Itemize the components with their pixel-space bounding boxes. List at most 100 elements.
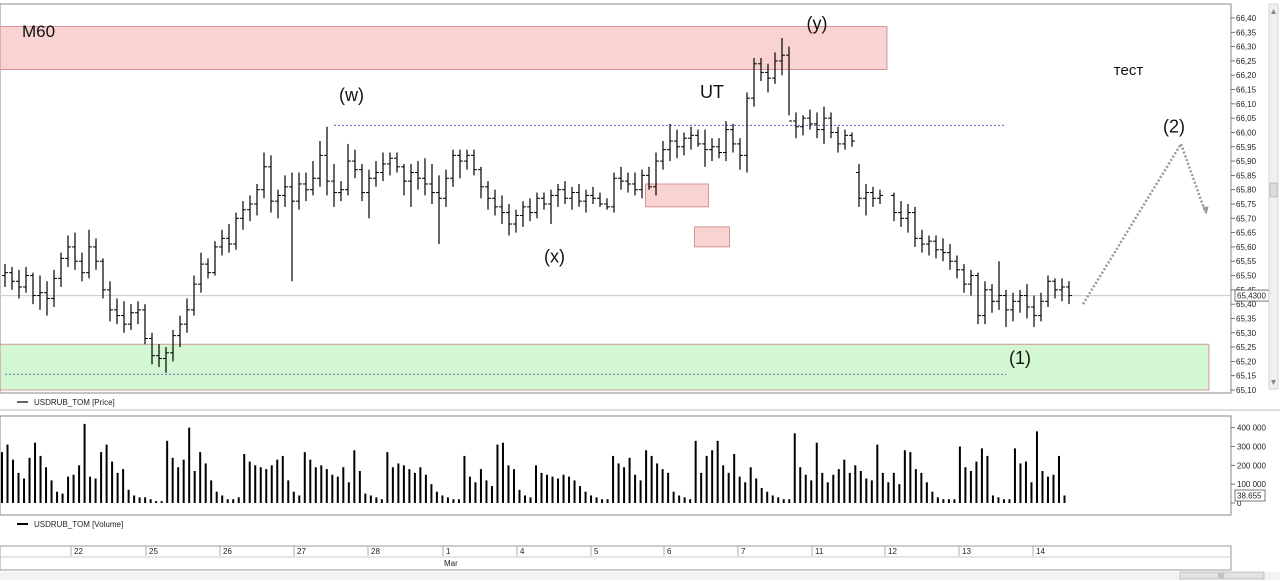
ohlc-bar — [1003, 289, 1009, 328]
price-tick-label: 66,15 — [1236, 86, 1257, 95]
ohlc-bar — [779, 38, 785, 76]
ohlc-bar — [226, 224, 232, 253]
last-price-label: 65,4300 — [1237, 292, 1266, 301]
ohlc-bar — [44, 281, 50, 316]
price-tick-label: 65,35 — [1236, 314, 1257, 323]
ohlc-bar — [828, 112, 834, 139]
ohlc-bar — [709, 138, 715, 162]
horizontal-scrollbar[interactable] — [0, 571, 1280, 580]
ohlc-bar — [954, 255, 960, 279]
time-tick-label: 28 — [371, 547, 380, 556]
ohlc-bar — [464, 149, 470, 170]
volume-legend-label: USDRUB_TOM [Volume] — [34, 520, 123, 529]
ohlc-bar — [646, 166, 652, 190]
ohlc-bar — [912, 206, 918, 247]
ohlc-bar — [870, 186, 876, 207]
ohlc-bar — [555, 183, 561, 207]
ohlc-bar — [758, 58, 764, 81]
volume-bars — [1, 423, 1066, 503]
price-tick-label: 65,50 — [1236, 272, 1257, 281]
ohlc-bar — [310, 161, 316, 196]
ohlc-bar — [422, 158, 428, 196]
month-label: Mar — [444, 559, 458, 568]
volume-tick-label: 300 000 — [1237, 442, 1266, 451]
ohlc-bar — [975, 272, 981, 325]
price-tick-label: 66,30 — [1236, 43, 1257, 52]
ohlc-bar — [940, 238, 946, 262]
ohlc-bar — [86, 229, 92, 279]
ohlc-bar — [282, 175, 288, 207]
ohlc-bar — [716, 138, 722, 159]
ohlc-bar — [688, 126, 694, 150]
ohlc-bar — [149, 332, 155, 365]
last-volume-label: 38.655 — [1237, 492, 1262, 501]
ohlc-bar — [443, 169, 449, 207]
ohlc-bar — [1066, 281, 1072, 305]
ohlc-bar — [478, 166, 484, 199]
price-tick-label: 66,10 — [1236, 100, 1257, 109]
ohlc-bar — [947, 244, 953, 270]
volume-tick-label: 400 000 — [1237, 424, 1266, 433]
ohlc-bar — [317, 141, 323, 187]
ohlc-bar — [765, 63, 771, 93]
price-zones — [0, 26, 1210, 391]
ohlc-bar — [142, 304, 148, 345]
price-tick-label: 65,15 — [1236, 372, 1257, 381]
ohlc-bar — [674, 129, 680, 159]
ohlc-bar — [1059, 278, 1065, 302]
ohlc-bar — [457, 149, 463, 179]
wave-annotation: UT — [700, 82, 724, 102]
ohlc-bar — [373, 161, 379, 187]
ohlc-bar — [807, 109, 813, 130]
ohlc-bar — [989, 284, 995, 313]
ohlc-bar — [660, 141, 666, 170]
price-tick-label: 65,70 — [1236, 214, 1257, 223]
ohlc-bar — [737, 138, 743, 170]
price-tick-label: 65,25 — [1236, 343, 1257, 352]
ohlc-bar — [926, 235, 932, 256]
vertical-scrollbar-thumb[interactable] — [1269, 182, 1278, 198]
wave-annotation: (1) — [1009, 348, 1031, 368]
ohlc-bar — [233, 212, 239, 250]
ohlc-bar — [604, 198, 610, 210]
ohlc-bar — [1010, 292, 1016, 322]
volume-axis[interactable]: 400 000 300 000 200 000 100 000 0 — [1231, 424, 1266, 508]
ohlc-bar — [499, 195, 505, 225]
resistance-zone — [0, 26, 888, 70]
ohlc-bar — [919, 229, 925, 253]
ohlc-bar — [534, 192, 540, 219]
ohlc-bar — [408, 163, 414, 207]
ohlc-bar — [632, 172, 638, 196]
price-tick-label: 65,65 — [1236, 229, 1257, 238]
vertical-scrollbar[interactable] — [1268, 3, 1279, 390]
ohlc-bar — [485, 181, 491, 210]
ohlc-bar — [1038, 292, 1044, 322]
ohlc-bar — [212, 241, 218, 276]
volume-tick-label: 200 000 — [1237, 461, 1266, 470]
ohlc-bar — [58, 252, 64, 287]
price-axis[interactable]: 66,40 66,35 66,30 66,25 66,20 66,15 66,10 66,05… — [1231, 14, 1257, 395]
price-tick-label: 66,35 — [1236, 28, 1257, 37]
ohlc-bar — [625, 172, 631, 193]
ohlc-bar — [891, 192, 897, 222]
ohlc-bar — [93, 238, 99, 270]
price-tick-label: 66,05 — [1236, 114, 1257, 123]
ohlc-bar — [16, 269, 22, 299]
ohlc-bar — [394, 152, 400, 173]
ohlc-bar — [107, 281, 113, 322]
timeframe-label: M60 — [22, 22, 55, 41]
time-axis[interactable]: 22 25 26 27 28 1 4 5 6 7 11 12 13 14 Mar — [0, 545, 1232, 571]
ohlc-bar — [653, 152, 659, 196]
ohlc-bar — [856, 163, 862, 207]
projection-arrowhead — [1202, 206, 1209, 215]
ohlc-bar — [541, 192, 547, 210]
horizontal-scrollbar-thumb[interactable] — [1179, 571, 1265, 580]
ohlc-bar — [79, 252, 85, 282]
time-tick-label: 6 — [667, 547, 672, 556]
wave-annotation: (2) — [1163, 116, 1185, 136]
time-tick-label: 11 — [815, 547, 824, 556]
price-bars — [2, 38, 1072, 373]
last-volume-badge: 38.655 — [1234, 489, 1266, 502]
time-tick-label: 13 — [962, 547, 971, 556]
ohlc-bar — [590, 186, 596, 204]
